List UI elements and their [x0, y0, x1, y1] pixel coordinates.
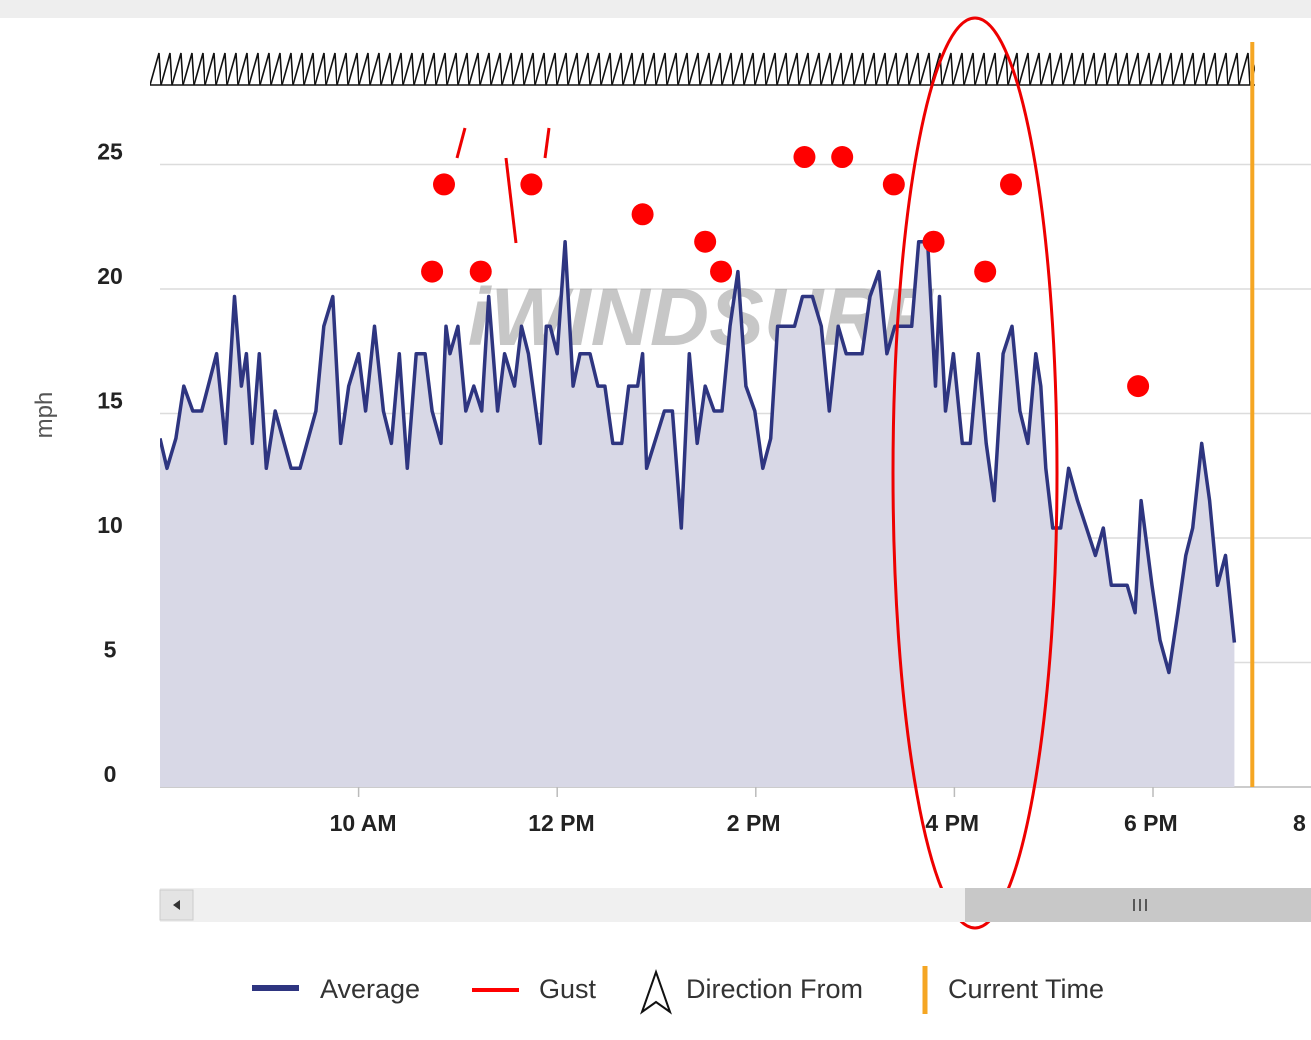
- y-tick-label: 10: [97, 512, 123, 538]
- legend-label[interactable]: Average: [320, 974, 420, 1004]
- gust-point: [974, 260, 997, 283]
- y-tick-label: 25: [97, 139, 123, 165]
- y-axis-label: mph: [31, 392, 58, 439]
- gust-point: [631, 203, 654, 226]
- scroll-thumb[interactable]: [965, 888, 1311, 922]
- y-tick-label: 20: [97, 263, 123, 289]
- annotation: [455, 16, 1059, 930]
- x-tick-label: 8 PM: [1293, 810, 1311, 836]
- direction-arrows: [150, 45, 1255, 90]
- legend-swatch: [640, 968, 672, 1015]
- scrollbar[interactable]: [159, 888, 1311, 922]
- gust-point: [831, 146, 854, 169]
- gust-point: [1000, 173, 1023, 196]
- x-tick-label: 10 AM: [330, 810, 397, 836]
- legend-label[interactable]: Gust: [539, 974, 597, 1004]
- gust-point: [922, 230, 945, 253]
- gust-point: [432, 173, 455, 196]
- y-tick-label: 5: [104, 637, 117, 663]
- gust-point: [421, 260, 444, 283]
- x-tick-label: 4 PM: [925, 810, 979, 836]
- gust-point: [882, 173, 905, 196]
- x-tick-label: 6 PM: [1124, 810, 1178, 836]
- gust-point: [520, 173, 543, 196]
- line: [160, 239, 1237, 675]
- legend-label[interactable]: Current Time: [948, 974, 1104, 1004]
- area: [160, 241, 1235, 787]
- y-tick-label: 15: [97, 388, 123, 414]
- gust-point: [694, 230, 717, 253]
- scroll-grip: [1133, 899, 1147, 911]
- y-tick-label: 0: [104, 761, 117, 787]
- legend-label[interactable]: Direction From: [686, 974, 863, 1004]
- gust-point: [1127, 375, 1150, 398]
- x-tick-label: 12 PM: [528, 810, 594, 836]
- top-bar: [0, 0, 1311, 18]
- scroll-left-arrow: [173, 900, 180, 910]
- gust-point: [793, 146, 816, 169]
- x-tick-label: 2 PM: [727, 810, 781, 836]
- gust-point: [469, 260, 492, 283]
- plot: [160, 146, 1237, 787]
- legend: Average Gust Direction From Current Time: [252, 966, 1104, 1015]
- gust-point: [710, 260, 733, 283]
